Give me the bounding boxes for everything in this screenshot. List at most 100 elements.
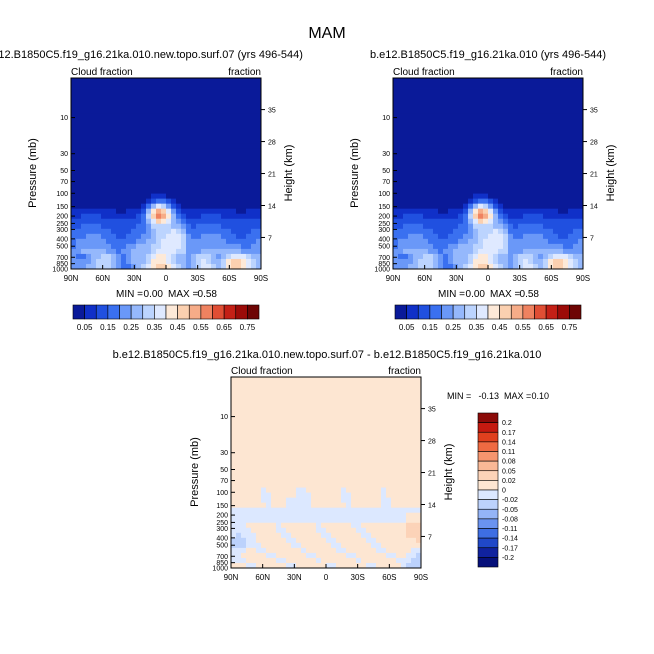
field-cell — [311, 492, 317, 499]
field-cell — [463, 138, 469, 144]
field-cell — [346, 477, 352, 483]
field-cell — [356, 442, 362, 448]
field-cell — [463, 153, 469, 159]
field-cell — [411, 532, 417, 539]
field-cell — [336, 497, 342, 504]
field-cell — [428, 88, 434, 94]
field-cell — [126, 143, 132, 149]
field-cell — [241, 507, 247, 514]
field-cell — [438, 103, 444, 109]
field-cell — [513, 218, 519, 225]
field-cell — [468, 113, 474, 119]
field-cell — [226, 198, 232, 205]
field-cell — [418, 188, 424, 195]
field-cell — [438, 148, 444, 154]
field-cell — [398, 223, 404, 230]
field-cell — [226, 98, 232, 104]
field-cell — [296, 562, 302, 569]
field-cell — [503, 93, 509, 99]
field-cell — [423, 103, 429, 109]
field-cell — [548, 198, 554, 205]
field-cell — [106, 93, 112, 99]
field-cell — [176, 243, 182, 250]
field-cell — [231, 193, 237, 200]
field-cell — [513, 238, 519, 245]
field-cell — [276, 457, 282, 463]
field-cell — [578, 258, 584, 265]
field-cell — [558, 113, 564, 119]
field-cell — [251, 467, 257, 473]
field-cell — [296, 412, 302, 418]
field-cell — [493, 213, 499, 220]
field-cell — [401, 402, 407, 408]
field-cell — [141, 113, 147, 119]
field-cell — [156, 113, 162, 119]
field-cell — [231, 537, 237, 544]
field-cell — [166, 203, 172, 210]
field-cell — [216, 233, 222, 240]
field-cell — [86, 208, 92, 215]
field-cell — [443, 88, 449, 94]
field-cell — [568, 108, 574, 114]
field-cell — [181, 128, 187, 134]
field-cell — [246, 492, 252, 499]
field-cell — [311, 512, 317, 519]
field-cell — [563, 123, 569, 129]
field-cell — [91, 183, 97, 189]
field-cell — [523, 198, 529, 205]
field-cell — [191, 93, 197, 99]
field-cell — [136, 263, 142, 270]
field-cell — [568, 98, 574, 104]
field-cell — [166, 228, 172, 235]
field-cell — [463, 253, 469, 260]
field-cell — [398, 133, 404, 139]
field-cell — [438, 238, 444, 245]
field-cell — [236, 83, 242, 89]
field-cell — [418, 203, 424, 210]
field-cell — [548, 108, 554, 114]
field-cell — [331, 422, 337, 428]
field-cell — [116, 233, 122, 240]
field-cell — [211, 78, 217, 84]
field-cell — [381, 472, 387, 478]
figure-title: MAM — [308, 25, 345, 42]
field-cell — [513, 228, 519, 235]
field-cell — [176, 178, 182, 184]
field-cell — [573, 88, 579, 94]
field-cell — [206, 103, 212, 109]
field-cell — [241, 427, 247, 433]
field-cell — [221, 178, 227, 184]
x-tick-label: 90N — [224, 573, 239, 582]
field-cell — [428, 108, 434, 114]
field-cell — [351, 472, 357, 478]
colorbar-box — [154, 304, 167, 320]
field-cell — [523, 88, 529, 94]
field-cell — [291, 387, 297, 393]
x-tick-label: 30N — [449, 274, 464, 283]
field-cell — [396, 407, 402, 413]
field-cell — [151, 178, 157, 184]
field-cell — [81, 163, 87, 169]
field-cell — [96, 138, 102, 144]
field-cell — [326, 377, 332, 383]
field-cell — [86, 233, 92, 240]
field-cell — [396, 517, 402, 524]
field-cell — [361, 387, 367, 393]
field-cell — [503, 88, 509, 94]
field-cell — [191, 143, 197, 149]
field-cell — [423, 193, 429, 200]
field-cell — [356, 457, 362, 463]
field-cell — [391, 517, 397, 524]
field-cell — [71, 263, 77, 270]
field-cell — [211, 208, 217, 215]
field-cell — [181, 253, 187, 260]
field-cell — [116, 248, 122, 255]
field-cell — [146, 108, 152, 114]
field-cell — [428, 158, 434, 164]
field-cell — [71, 198, 77, 205]
y2-axis-label: Height (km) — [605, 145, 617, 202]
field-cell — [423, 223, 429, 230]
field-cell — [236, 482, 242, 488]
colorbar-label: 0.75 — [240, 323, 256, 332]
field-cell — [443, 223, 449, 230]
